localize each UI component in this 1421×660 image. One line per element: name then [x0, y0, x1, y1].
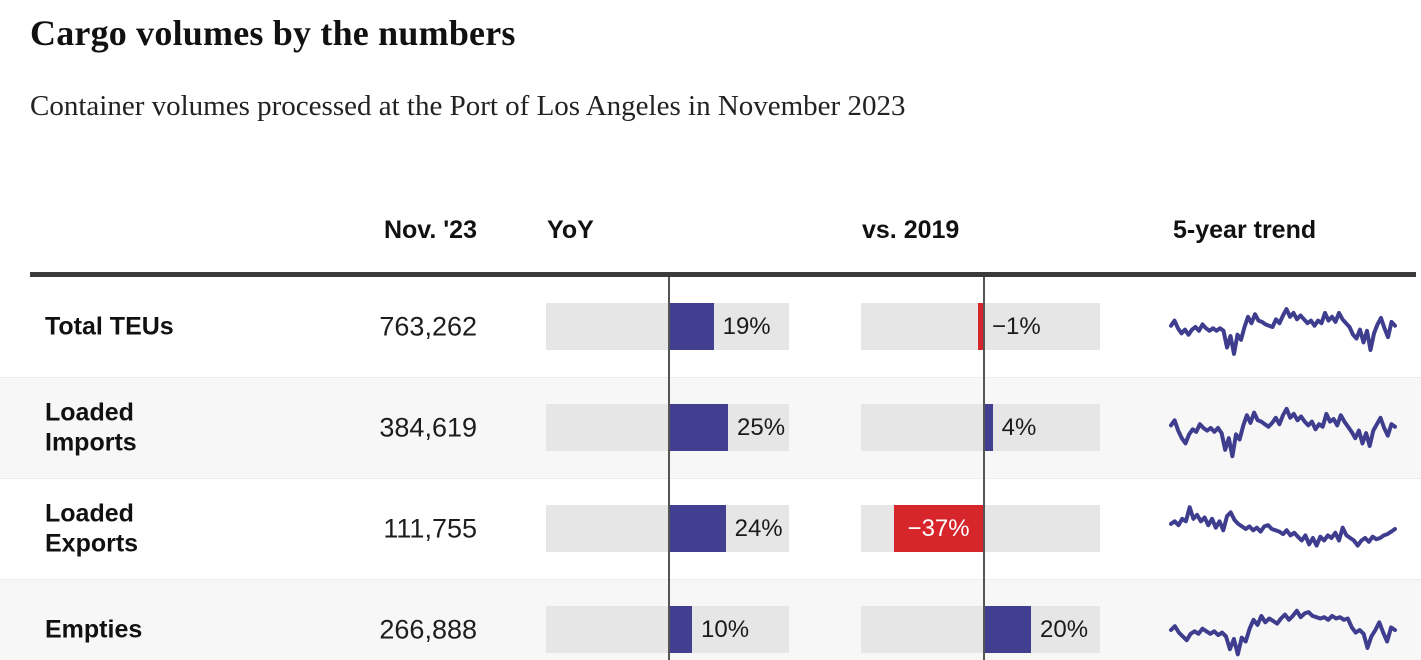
column-headers: Nov. '23 YoY vs. 2019 5-year trend	[0, 216, 1421, 256]
vs2019-bar	[983, 606, 1031, 653]
yoy-zero-axis	[668, 277, 670, 660]
yoy-bar-chart: 19%	[546, 303, 789, 350]
trend-sparkline	[1169, 592, 1397, 660]
vs2019-bar-chart: −1%	[861, 303, 1100, 350]
yoy-bar	[668, 505, 726, 552]
page-subtitle: Container volumes processed at the Port …	[30, 90, 906, 122]
yoy-bar-label: 10%	[701, 616, 750, 643]
vs2019-bar-chart: 20%	[861, 606, 1100, 653]
vs2019-bar	[983, 404, 993, 451]
vs2019-bar-label: 20%	[1040, 616, 1089, 643]
vs2019-bar-label: −37%	[907, 515, 970, 542]
table-row-total-teus: Total TEUs 763,262 19% −1%	[0, 277, 1421, 377]
yoy-bar-label: 24%	[734, 515, 783, 542]
header-rule	[30, 272, 1416, 277]
column-header-yoy: YoY	[547, 216, 594, 244]
trend-sparkline	[1169, 390, 1397, 466]
row-value: 384,619	[379, 412, 477, 443]
vs2019-bar-label: 4%	[1001, 414, 1037, 441]
column-header-vs2019: vs. 2019	[862, 216, 960, 244]
trend-sparkline	[1169, 289, 1397, 365]
yoy-bar-label: 25%	[737, 414, 786, 441]
column-header-nov23: Nov. '23	[383, 216, 477, 244]
row-label: Loaded Exports	[45, 499, 139, 558]
column-header-5-year-trend: 5-year trend	[1173, 216, 1317, 244]
trend-sparkline	[1169, 491, 1397, 567]
vs2019-bar-chart: 4%	[861, 404, 1100, 451]
row-value: 266,888	[379, 614, 477, 645]
vs2019-bar	[894, 505, 983, 552]
yoy-bar	[668, 303, 714, 350]
table-body: Total TEUs 763,262 19% −1% Loaded Import…	[0, 277, 1421, 660]
vs2019-bar-label: −1%	[992, 313, 1041, 340]
yoy-bar	[668, 606, 692, 653]
yoy-bar-label: 19%	[722, 313, 771, 340]
row-label: Loaded Imports	[45, 398, 137, 457]
vs2019-bar-chart: −37%	[861, 505, 1100, 552]
vs2019-bar	[978, 303, 983, 350]
yoy-bar-chart: 25%	[546, 404, 789, 451]
row-value: 111,755	[383, 513, 477, 544]
row-label: Total TEUs	[45, 312, 174, 341]
table-row-loaded-exports: Loaded Exports 111,755 24% −37%	[0, 478, 1421, 579]
yoy-bar	[668, 404, 728, 451]
page-title: Cargo volumes by the numbers	[30, 13, 516, 53]
row-value: 763,262	[379, 311, 477, 342]
vs2019-zero-axis	[983, 277, 985, 660]
yoy-bar-chart: 24%	[546, 505, 789, 552]
yoy-bar-chart: 10%	[546, 606, 789, 653]
table-row-loaded-imports: Loaded Imports 384,619 25% 4%	[0, 377, 1421, 478]
row-label: Empties	[45, 615, 143, 644]
table-row-empties: Empties 266,888 10% 20%	[0, 579, 1421, 660]
